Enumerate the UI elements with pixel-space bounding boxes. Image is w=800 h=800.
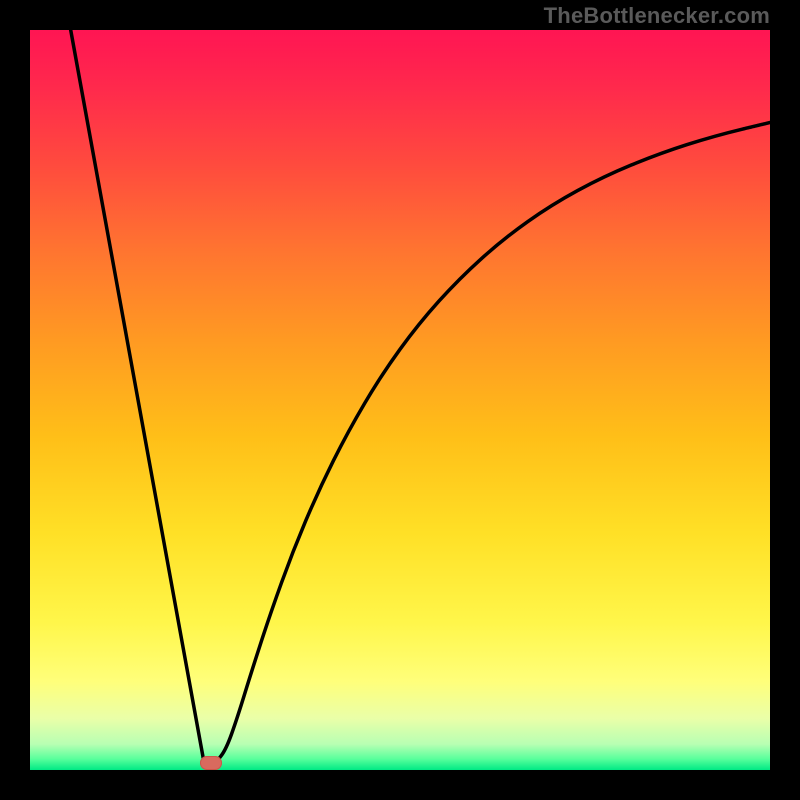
bottleneck-curve <box>30 30 770 770</box>
watermark-label: TheBottlenecker.com <box>544 3 770 29</box>
optimal-point-marker <box>200 756 222 770</box>
plot-area <box>30 30 770 770</box>
